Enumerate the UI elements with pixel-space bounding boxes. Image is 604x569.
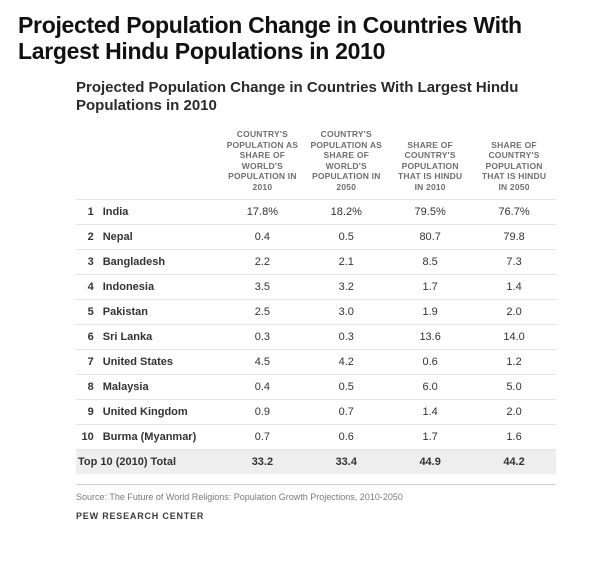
cell-rank: 5 <box>76 299 98 324</box>
page-title: Projected Population Change in Countries… <box>18 12 586 65</box>
cell-v2: 0.3 <box>304 324 388 349</box>
cell-v3: 0.6 <box>388 349 472 374</box>
col-hindu-2010: SHARE OF COUNTRY'S POPULATION THAT IS HI… <box>388 125 472 199</box>
cell-rank: 1 <box>76 199 98 224</box>
cell-country: United Kingdom <box>98 399 221 424</box>
cell-v4: 5.0 <box>472 374 556 399</box>
cell-v2: 3.2 <box>304 274 388 299</box>
table-card: Projected Population Change in Countries… <box>76 79 556 521</box>
cell-v2: 2.1 <box>304 249 388 274</box>
cell-country: Nepal <box>98 224 221 249</box>
cell-v2: 0.7 <box>304 399 388 424</box>
table-row: 3Bangladesh2.22.18.57.3 <box>76 249 556 274</box>
total-label: Top 10 (2010) Total <box>76 449 220 474</box>
cell-v4: 7.3 <box>472 249 556 274</box>
table-row: 6Sri Lanka0.30.313.614.0 <box>76 324 556 349</box>
cell-v3: 8.5 <box>388 249 472 274</box>
page-container: Projected Population Change in Countries… <box>0 0 604 521</box>
cell-v1: 0.9 <box>220 399 304 424</box>
table-row: 5Pakistan2.53.01.92.0 <box>76 299 556 324</box>
cell-country: Malaysia <box>98 374 221 399</box>
cell-v2: 0.5 <box>304 374 388 399</box>
cell-rank: 7 <box>76 349 98 374</box>
cell-country: Sri Lanka <box>98 324 221 349</box>
cell-rank: 9 <box>76 399 98 424</box>
cell-country: India <box>98 199 221 224</box>
cell-v2: 0.5 <box>304 224 388 249</box>
cell-v4: 14.0 <box>472 324 556 349</box>
cell-rank: 8 <box>76 374 98 399</box>
org-name: PEW RESEARCH CENTER <box>76 511 556 521</box>
cell-v4: 2.0 <box>472 399 556 424</box>
col-share-2050: COUNTRY'S POPULATION AS SHARE OF WORLD'S… <box>304 125 388 199</box>
cell-v3: 1.4 <box>388 399 472 424</box>
total-row: Top 10 (2010) Total33.233.444.944.2 <box>76 449 556 474</box>
cell-v2: 3.0 <box>304 299 388 324</box>
table-row: 1India17.8%18.2%79.5%76.7% <box>76 199 556 224</box>
total-v3: 44.9 <box>388 449 472 474</box>
cell-v3: 80.7 <box>388 224 472 249</box>
table-row: 10Burma (Myanmar)0.70.61.71.6 <box>76 424 556 449</box>
cell-v3: 13.6 <box>388 324 472 349</box>
population-table: COUNTRY'S POPULATION AS SHARE OF WORLD'S… <box>76 125 556 474</box>
cell-v1: 0.4 <box>220 374 304 399</box>
cell-v1: 0.7 <box>220 424 304 449</box>
cell-v1: 0.4 <box>220 224 304 249</box>
cell-rank: 2 <box>76 224 98 249</box>
total-v1: 33.2 <box>220 449 304 474</box>
cell-v4: 79.8 <box>472 224 556 249</box>
cell-v1: 2.2 <box>220 249 304 274</box>
cell-v3: 1.7 <box>388 274 472 299</box>
table-row: 2Nepal0.40.580.779.8 <box>76 224 556 249</box>
cell-v1: 17.8% <box>220 199 304 224</box>
cell-v3: 1.7 <box>388 424 472 449</box>
header-row: COUNTRY'S POPULATION AS SHARE OF WORLD'S… <box>76 125 556 199</box>
cell-v3: 1.9 <box>388 299 472 324</box>
table-row: 9United Kingdom0.90.71.42.0 <box>76 399 556 424</box>
cell-country: Bangladesh <box>98 249 221 274</box>
cell-rank: 10 <box>76 424 98 449</box>
source-block: Source: The Future of World Religions: P… <box>76 484 556 522</box>
col-share-2010: COUNTRY'S POPULATION AS SHARE OF WORLD'S… <box>220 125 304 199</box>
col-hindu-2050: SHARE OF COUNTRY'S POPULATION THAT IS HI… <box>472 125 556 199</box>
cell-v1: 4.5 <box>220 349 304 374</box>
cell-country: Burma (Myanmar) <box>98 424 221 449</box>
cell-v2: 18.2% <box>304 199 388 224</box>
cell-v1: 3.5 <box>220 274 304 299</box>
table-body: 1India17.8%18.2%79.5%76.7%2Nepal0.40.580… <box>76 199 556 474</box>
cell-v1: 0.3 <box>220 324 304 349</box>
cell-v3: 79.5% <box>388 199 472 224</box>
cell-v4: 1.6 <box>472 424 556 449</box>
cell-v4: 2.0 <box>472 299 556 324</box>
cell-v3: 6.0 <box>388 374 472 399</box>
table-title: Projected Population Change in Countries… <box>76 79 556 115</box>
cell-rank: 4 <box>76 274 98 299</box>
cell-v2: 4.2 <box>304 349 388 374</box>
col-rank <box>76 125 98 199</box>
table-row: 4Indonesia3.53.21.71.4 <box>76 274 556 299</box>
cell-v1: 2.5 <box>220 299 304 324</box>
source-text: Source: The Future of World Religions: P… <box>76 491 556 504</box>
cell-country: United States <box>98 349 221 374</box>
cell-country: Pakistan <box>98 299 221 324</box>
total-v4: 44.2 <box>472 449 556 474</box>
cell-country: Indonesia <box>98 274 221 299</box>
cell-v4: 1.2 <box>472 349 556 374</box>
cell-v2: 0.6 <box>304 424 388 449</box>
cell-rank: 3 <box>76 249 98 274</box>
cell-v4: 76.7% <box>472 199 556 224</box>
table-row: 8Malaysia0.40.56.05.0 <box>76 374 556 399</box>
table-row: 7United States4.54.20.61.2 <box>76 349 556 374</box>
col-country <box>98 125 221 199</box>
cell-v4: 1.4 <box>472 274 556 299</box>
total-v2: 33.4 <box>304 449 388 474</box>
cell-rank: 6 <box>76 324 98 349</box>
